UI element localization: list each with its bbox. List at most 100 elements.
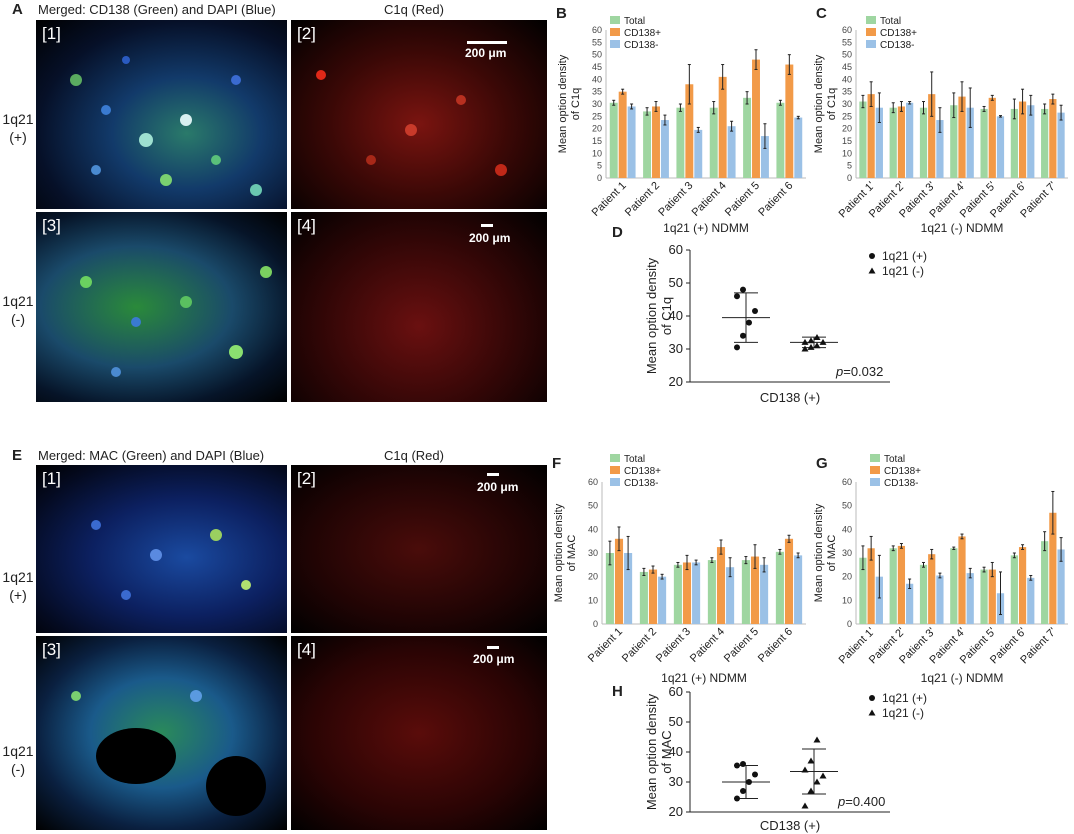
- y-tick-label: 20: [842, 124, 852, 134]
- y-axis-label-line2: of MAC: [826, 535, 838, 572]
- p-value: =0.400: [845, 794, 885, 809]
- p-value-annotation: p=0.400: [837, 794, 885, 809]
- legend-label: 1q21 (+): [882, 249, 927, 263]
- y-tick-label: 30: [592, 99, 602, 109]
- bar-cd138pos: [867, 548, 875, 624]
- y-tick-label: 35: [842, 87, 852, 97]
- row-label-line2: (+): [9, 587, 27, 603]
- p-value-annotation: p=0.032: [835, 364, 883, 379]
- y-axis-label-line1: Mean option density: [644, 257, 659, 374]
- row-label-line2: (-): [11, 311, 25, 327]
- bar-cd138neg: [694, 129, 703, 178]
- legend-swatch-total: [610, 454, 620, 462]
- y-tick-label: 30: [588, 548, 598, 558]
- bar-cd138neg: [936, 575, 944, 624]
- bar-cd138neg: [875, 107, 883, 178]
- row-label-line1: 1q21: [2, 293, 34, 309]
- red-title-bottom: C1q (Red): [384, 448, 444, 463]
- bar-cd138pos: [648, 569, 658, 624]
- data-point-triangle: [819, 772, 827, 779]
- y-tick-label: 50: [842, 50, 852, 60]
- bar-total: [859, 101, 867, 178]
- y-tick-label: 50: [842, 501, 852, 511]
- data-point-circle: [740, 286, 746, 293]
- y-tick-label: 60: [842, 25, 852, 35]
- bar-chart-f: F 0 10 20 30 40 50 60 Mean option density of MAC P…: [552, 454, 806, 685]
- bar-cd138neg: [624, 553, 633, 624]
- y-tick-label: 50: [669, 275, 683, 290]
- bar-total: [673, 564, 682, 624]
- x-axis-label: 1q21 (-) NDMM: [921, 221, 1004, 235]
- row-label-1q21-pos-bottom: 1q21 (+): [0, 568, 36, 604]
- y-tick-label: 30: [669, 341, 683, 356]
- panel-letter: G: [816, 455, 828, 472]
- scatter-chart-d: D 20 30 40 50 60 Mean option density of C1q 1q21…: [612, 224, 927, 405]
- data-point-triangle: [801, 338, 809, 345]
- bar-cd138pos: [897, 545, 906, 624]
- bar-total: [605, 553, 614, 624]
- y-tick-label: 25: [592, 111, 602, 121]
- y-tick-label: 35: [592, 87, 602, 97]
- y-axis-label-line2: of C1q: [659, 297, 674, 335]
- bar-chart-c: C 0 5 10 15 20 25 30 35 40 45 50 55 60 Mean option den…: [813, 5, 1068, 235]
- category-label: Patient 4: [690, 180, 729, 219]
- y-tick-label: 50: [592, 50, 602, 60]
- y-tick-label: 20: [842, 572, 852, 582]
- y-tick-label: 20: [669, 804, 683, 819]
- data-point-triangle: [801, 345, 809, 352]
- y-tick-label: 40: [588, 524, 598, 534]
- category-label: Patient 1: [586, 626, 625, 665]
- bar-cd138neg: [760, 564, 769, 624]
- row-label-1q21-pos-top: 1q21 (+): [0, 110, 36, 146]
- red-title-top: C1q (Red): [384, 2, 444, 17]
- category-label: Patient 2: [620, 626, 659, 665]
- micrograph-c1q-neg: [4] 200 μm: [291, 212, 547, 402]
- category-label: Patient 3: [654, 626, 693, 665]
- legend-swatch-cd138neg: [610, 40, 620, 48]
- bar-total: [889, 548, 897, 624]
- data-point-triangle: [801, 802, 809, 809]
- panel-tag: [4]: [297, 216, 316, 235]
- y-tick-label: 20: [592, 124, 602, 134]
- legend-marker-triangle: [868, 267, 876, 274]
- legend-swatch-total: [870, 454, 880, 462]
- bar-cd138neg: [875, 576, 883, 624]
- bar-cd138pos: [958, 536, 966, 624]
- data-point-triangle: [807, 337, 815, 344]
- legend-label: CD138-: [624, 40, 658, 51]
- bar-cd138pos: [718, 76, 727, 178]
- legend-swatch-cd138neg: [870, 478, 880, 486]
- bar-cd138neg: [627, 106, 636, 178]
- legend-swatch-cd138pos: [610, 466, 620, 474]
- x-axis-label: CD138 (+): [760, 818, 820, 833]
- bar-cd138neg: [906, 102, 914, 178]
- legend-swatch-cd138pos: [610, 28, 620, 36]
- data-point-circle: [734, 795, 740, 802]
- panel-letter: C: [816, 5, 827, 22]
- y-axis-label-line1: Mean option density: [553, 503, 565, 602]
- scale-bar: [467, 41, 507, 44]
- legend-label: 1q21 (-): [882, 706, 924, 720]
- y-tick-label: 60: [669, 684, 683, 699]
- y-tick-label: 0: [593, 619, 598, 629]
- scale-bar: [481, 224, 493, 227]
- panel-letter: B: [556, 5, 567, 22]
- bar-total: [859, 557, 867, 624]
- y-axis-label-line1: Mean option density: [813, 503, 825, 602]
- data-point-triangle: [819, 338, 827, 345]
- row-label-line1: 1q21: [2, 743, 34, 759]
- legend-label: CD138+: [884, 466, 921, 477]
- category-label: Patient 1: [590, 180, 629, 219]
- legend-label: CD138+: [624, 28, 661, 39]
- bar-cd138neg: [794, 117, 803, 178]
- row-label-line2: (+): [9, 129, 27, 145]
- data-point-circle: [734, 293, 740, 300]
- bar-cd138neg: [692, 562, 701, 624]
- cell-texture: [71, 690, 266, 816]
- y-axis-label-line1: Mean option density: [644, 693, 659, 810]
- y-tick-label: 55: [842, 37, 852, 47]
- data-point-circle: [746, 779, 752, 785]
- bar-cd138neg: [1057, 112, 1065, 178]
- y-tick-label: 10: [842, 148, 852, 158]
